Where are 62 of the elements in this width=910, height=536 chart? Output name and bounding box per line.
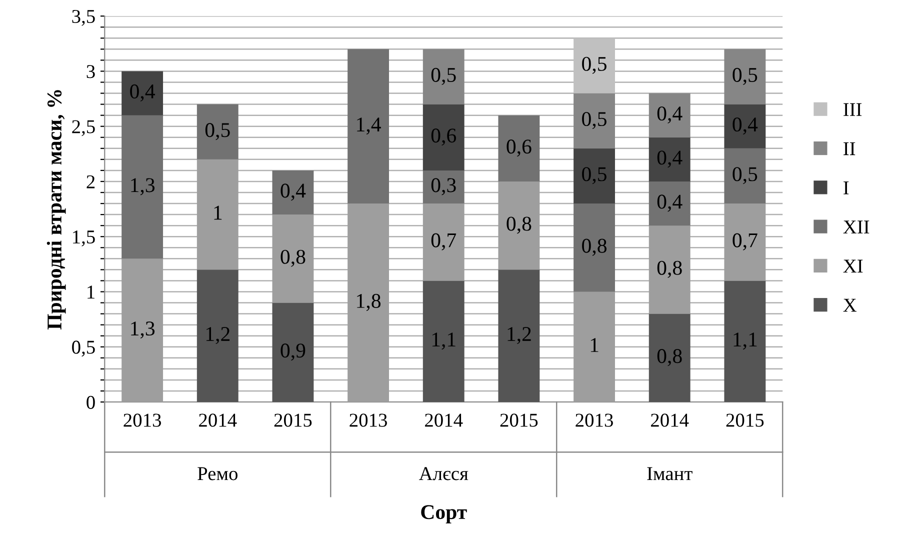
data-label: 0,4 [732,118,758,135]
data-label: 1,1 [734,332,757,350]
data-label: 0,5 [205,123,230,140]
y-tick-label: 2,5 [72,120,95,136]
data-label: 0,7 [732,233,758,250]
legend-label: III [844,103,862,116]
data-label: 0,4 [657,194,682,212]
x-tick-label: 2015 [500,414,538,427]
text: Алєся [418,467,468,480]
x-tick-label: 2013 [124,414,161,427]
legend-label: II [844,142,856,156]
data-label: 0,8 [582,238,607,256]
data-label: 0,5 [431,68,456,85]
data-label: 1 [590,338,598,352]
data-label: 1,3 [131,178,155,196]
data-label: 0,8 [280,250,306,267]
data-label: 0,6 [431,128,456,146]
legend-label: XI [843,260,863,272]
data-label: 0,9 [280,344,306,361]
y-tick-label: 0,5 [72,340,95,357]
y-tick-label: 3 [86,65,95,78]
data-label: 0,8 [657,260,682,278]
y-tick-label: 1 [88,286,94,298]
data-label: 0,7 [431,233,456,250]
legend-label: XII [843,220,870,234]
y-tick-label: 1,5 [73,230,95,246]
data-label: 0,5 [582,167,606,184]
x-axis-title: Сорт [421,505,467,524]
data-label: 1,3 [131,322,155,339]
x-tick-label: 2014 [425,414,463,427]
data-label: 1 [214,206,222,220]
y-tick-label: 2 [86,175,95,188]
y-tick-label: 3,5 [72,10,95,26]
y-tick-label: 0 [86,396,95,409]
text: Ремо [198,467,238,480]
data-label: 0,5 [732,167,758,184]
data-label: 0,8 [657,349,682,366]
data-label: 1,2 [206,327,230,344]
data-label: 0,8 [506,216,532,234]
x-tick-label: 2014 [651,414,689,427]
data-label: 0,5 [732,68,758,85]
text: Імант [647,467,692,480]
data-label: 1,4 [357,118,381,135]
data-label: 0,4 [657,150,682,168]
x-tick-label: 2015 [726,414,764,427]
data-label: 0,4 [657,106,682,124]
x-tick-label: 2013 [350,414,387,427]
data-label: 0,5 [582,56,606,74]
data-label: 1,1 [432,332,456,350]
data-label: 0,6 [506,140,532,157]
data-label: 0,4 [130,84,156,102]
y-axis-title: Природні втрати маси, % [46,90,66,330]
x-tick-label: 2013 [576,414,613,427]
data-label: 0,4 [280,184,306,201]
data-label: 0,5 [582,112,606,130]
data-label: 1,2 [508,327,531,344]
data-label: 1,8 [357,294,381,311]
legend-label: X [843,298,857,312]
x-tick-label: 2014 [199,414,237,427]
legend-label: I [844,181,849,194]
data-label: 0,3 [431,178,456,196]
x-tick-label: 2015 [274,414,312,427]
